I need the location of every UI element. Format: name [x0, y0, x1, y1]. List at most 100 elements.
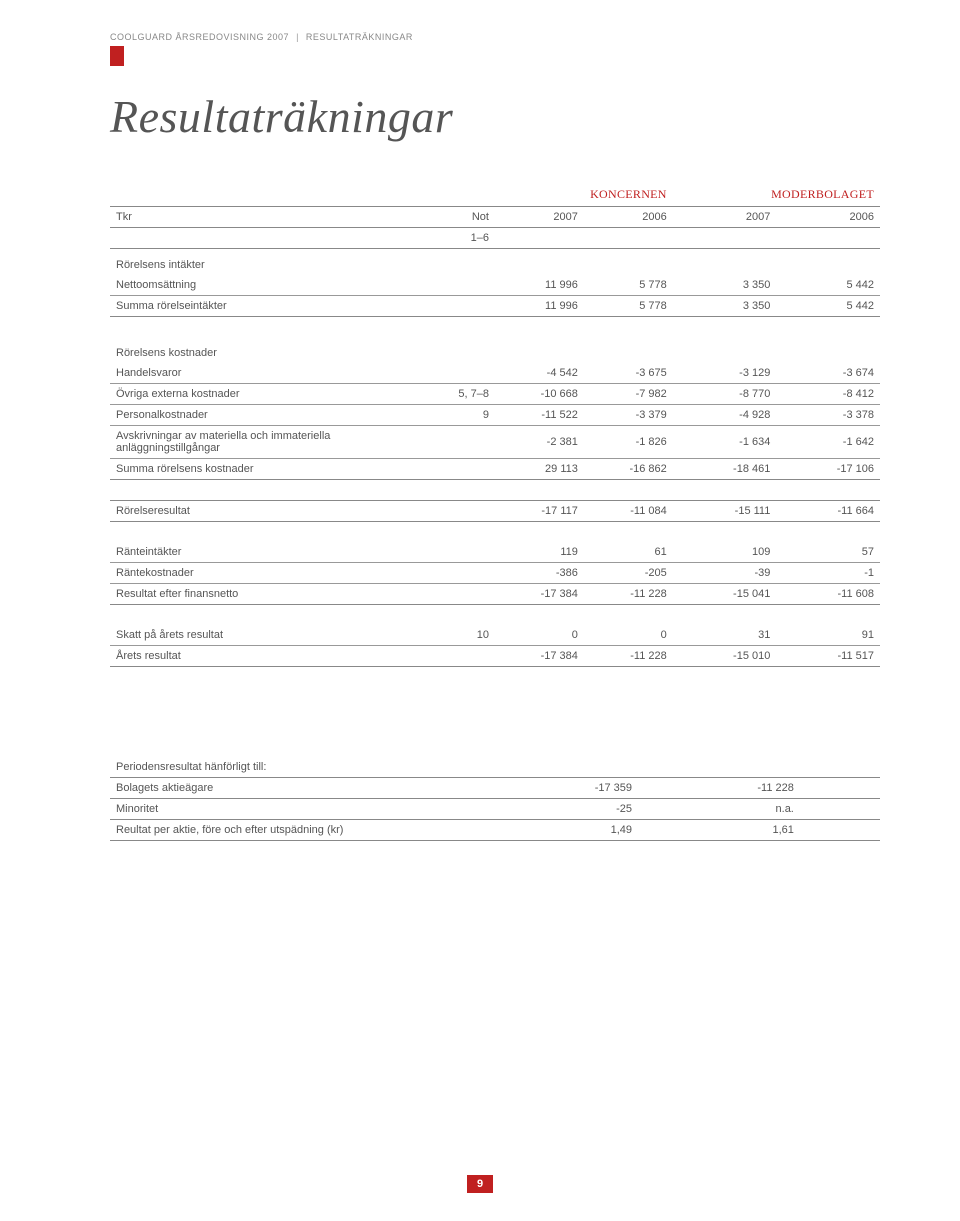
col-year-2: 2006	[584, 207, 673, 228]
footer-row-value: -25	[473, 799, 638, 820]
row-value: -15 041	[673, 584, 777, 605]
footer-row: Reultat per aktie, före och efter utspäd…	[110, 820, 880, 841]
table-row: Summa rörelsens kostnader 29 113-16 862 -1…	[110, 459, 880, 480]
col-year-3: 2007	[673, 207, 777, 228]
row-value: 119	[495, 542, 584, 563]
row-value: -386	[495, 563, 584, 584]
footer-row-value: -17 359	[473, 778, 638, 799]
row-note	[433, 459, 495, 480]
table-row: Personalkostnader9-11 522-3 379-4 928-3 …	[110, 405, 880, 426]
row-value: -4 928	[673, 405, 777, 426]
row-value: -205	[584, 563, 673, 584]
row-value: -10 668	[495, 384, 584, 405]
footer-row-value: -11 228	[638, 778, 800, 799]
row-label: Skatt på årets resultat	[110, 625, 433, 646]
row-value: -3 129	[673, 363, 777, 384]
footer-row-label: Minoritet	[110, 799, 433, 820]
row-value: -1 634	[673, 426, 777, 459]
footer-row-value: 1,49	[473, 820, 638, 841]
row-value: 5 442	[776, 296, 880, 317]
table-row: Övriga externa kostnader5, 7–8-10 668-7 …	[110, 384, 880, 405]
section-heading-row: Rörelsens kostnader	[110, 337, 880, 363]
row-label: Handelsvaror	[110, 363, 433, 384]
table-row: Resultat efter finansnetto -17 384-11 228…	[110, 584, 880, 605]
row-label: Summa rörelseintäkter	[110, 296, 433, 317]
section-heading: Rörelsens intäkter	[110, 249, 433, 276]
group-header-row: KONCERNEN MODERBOLAGET	[110, 183, 880, 207]
footer-row-value: n.a.	[638, 799, 800, 820]
table-row: Avskrivningar av materiella och immateri…	[110, 426, 880, 459]
row-note	[433, 563, 495, 584]
row-value: -11 664	[776, 501, 880, 522]
footer-row-value: 1,61	[638, 820, 800, 841]
row-note	[433, 296, 495, 317]
row-value: -11 517	[776, 646, 880, 667]
table-row: Nettoomsättning11 9965 7783 3505 442	[110, 275, 880, 296]
row-value: 31	[673, 625, 777, 646]
row-label: Övriga externa kostnader	[110, 384, 433, 405]
section-heading-row: Rörelsens intäkter	[110, 249, 880, 276]
row-value: 61	[584, 542, 673, 563]
note-range-row: 1–6	[110, 228, 880, 249]
group-header-moderbolaget: MODERBOLAGET	[673, 183, 880, 207]
table-row: Summa rörelseintäkter 11 9965 7783 3505 4…	[110, 296, 880, 317]
row-value: -11 228	[584, 646, 673, 667]
row-note	[433, 363, 495, 384]
row-value: -17 384	[495, 584, 584, 605]
row-value: -1	[776, 563, 880, 584]
brand-name: COOLGUARD ÅRSREDOVISNING 2007	[110, 32, 289, 42]
row-value: -11 228	[584, 584, 673, 605]
row-value: -11 522	[495, 405, 584, 426]
row-value: 29 113	[495, 459, 584, 480]
income-statement-table: KONCERNEN MODERBOLAGET Tkr Not 2007 2006…	[110, 183, 880, 687]
row-value: -3 674	[776, 363, 880, 384]
col-year-1: 2007	[495, 207, 584, 228]
group-header-koncernen: KONCERNEN	[495, 183, 673, 207]
table-row: Skatt på årets resultat10003191	[110, 625, 880, 646]
row-value: 5 442	[776, 275, 880, 296]
row-label: Summa rörelsens kostnader	[110, 459, 433, 480]
footer-row: Minoritet -25n.a.	[110, 799, 880, 820]
row-note	[433, 584, 495, 605]
footer-row: Bolagets aktieägare-17 359-11 228	[110, 778, 880, 799]
row-value: -39	[673, 563, 777, 584]
footer-row-label: Reultat per aktie, före och efter utspäd…	[110, 820, 433, 841]
row-value: -1 642	[776, 426, 880, 459]
column-header-row: Tkr Not 2007 2006 2007 2006	[110, 207, 880, 228]
row-note	[433, 646, 495, 667]
col-year-4: 2006	[776, 207, 880, 228]
row-value: 11 996	[495, 296, 584, 317]
row-value: 0	[495, 625, 584, 646]
footer-heading: Periodensresultat hänförligt till:	[110, 757, 880, 778]
row-value: -11 608	[776, 584, 880, 605]
row-note: 5, 7–8	[433, 384, 495, 405]
row-note: 9	[433, 405, 495, 426]
row-value: 5 778	[584, 275, 673, 296]
row-value: 5 778	[584, 296, 673, 317]
table-row: Årets resultat-17 384-11 228-15 010-11 5…	[110, 646, 880, 667]
row-note	[433, 275, 495, 296]
row-label: Avskrivningar av materiella och immateri…	[110, 426, 433, 459]
footer-heading-row: Periodensresultat hänförligt till:	[110, 757, 880, 778]
row-value: 91	[776, 625, 880, 646]
row-label: Årets resultat	[110, 646, 433, 667]
row-label: Ränteintäkter	[110, 542, 433, 563]
row-value: -17 117	[495, 501, 584, 522]
section-name: RESULTATRÄKNINGAR	[306, 32, 413, 42]
row-value: 3 350	[673, 296, 777, 317]
page-number: 9	[467, 1175, 493, 1193]
note-range: 1–6	[433, 228, 495, 249]
row-value: -8 770	[673, 384, 777, 405]
row-value: -17 106	[776, 459, 880, 480]
row-value: 109	[673, 542, 777, 563]
row-value: -4 542	[495, 363, 584, 384]
row-note	[433, 501, 495, 522]
row-value: -15 010	[673, 646, 777, 667]
row-label: Resultat efter finansnetto	[110, 584, 433, 605]
row-label: Personalkostnader	[110, 405, 433, 426]
row-value: -16 862	[584, 459, 673, 480]
table-row: Rörelseresultat-17 117-11 084-15 111-11 …	[110, 501, 880, 522]
row-label: Räntekostnader	[110, 563, 433, 584]
page-title: Resultaträkningar	[110, 90, 880, 143]
row-value: -2 381	[495, 426, 584, 459]
